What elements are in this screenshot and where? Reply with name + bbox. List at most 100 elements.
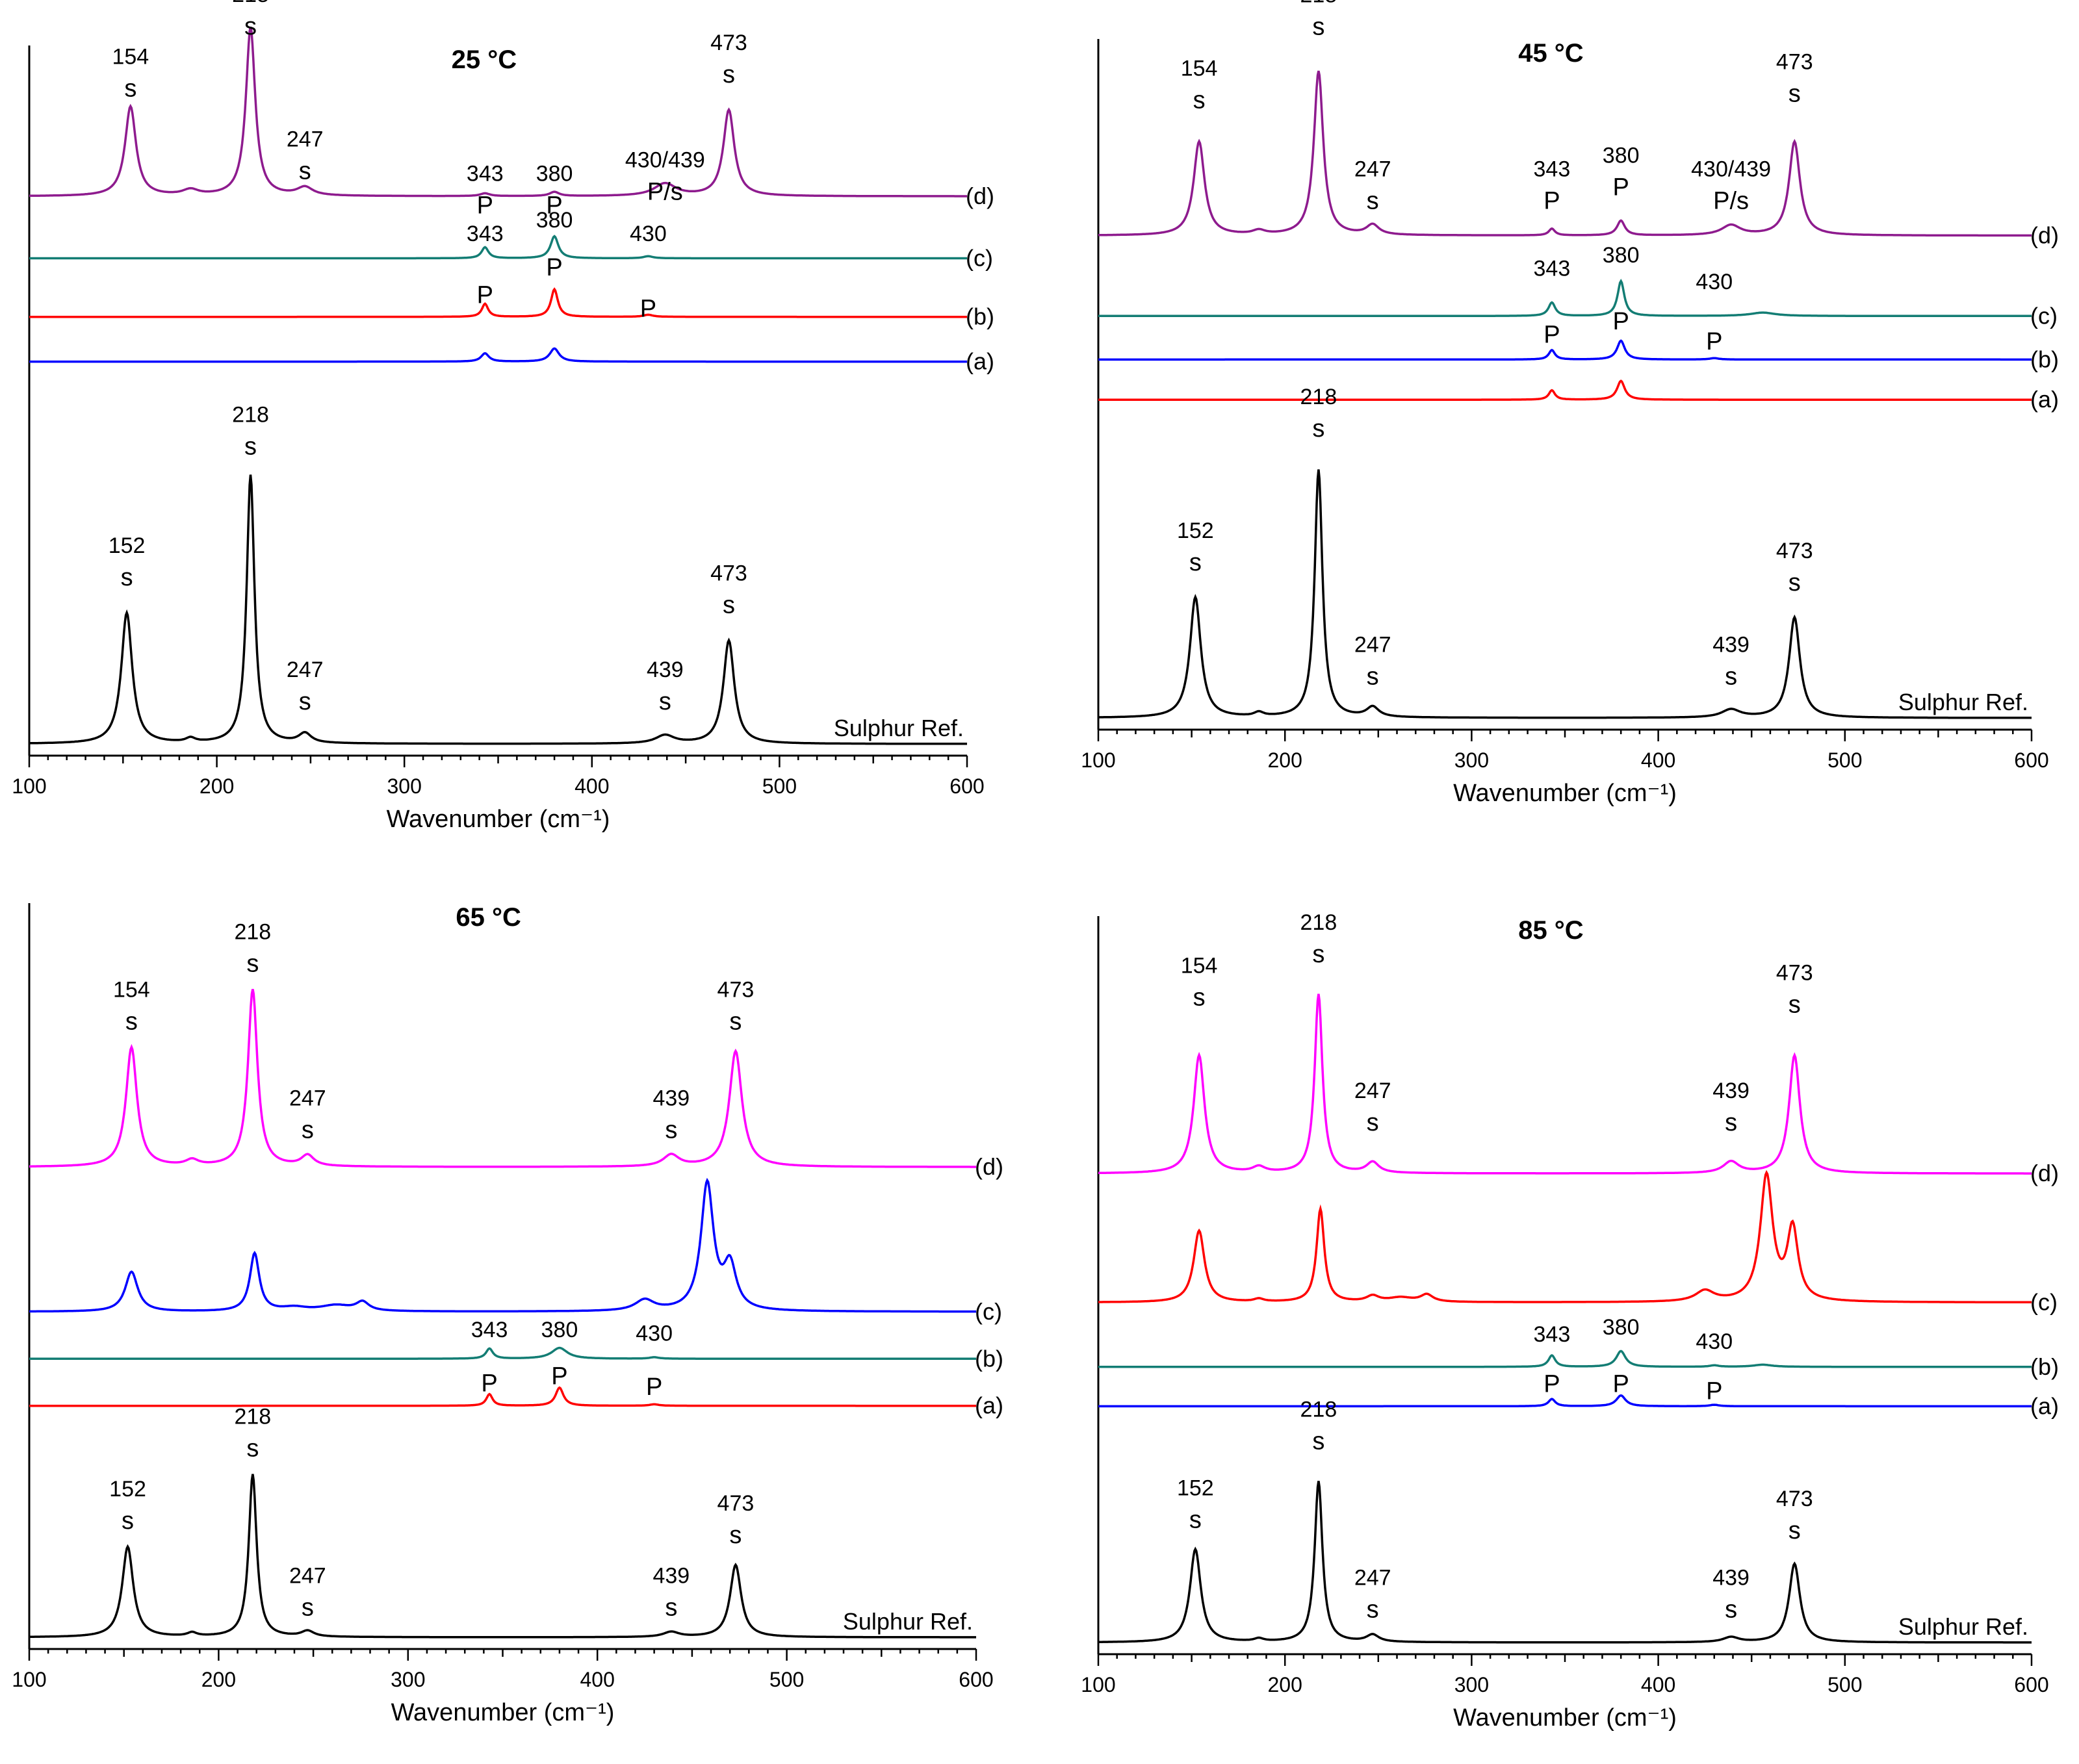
x-tick-label: 400 [580, 1668, 615, 1691]
spectrum-trace-b [1098, 339, 2032, 361]
peak-assignment: s [1189, 549, 1202, 576]
panel-title: 65 °C [456, 903, 521, 932]
peak-assignment: s [1725, 1596, 1737, 1623]
peak-wavenumber: 430/439 [625, 147, 705, 172]
x-tick-label: 600 [2014, 1673, 2048, 1696]
spectrum-trace-b [29, 287, 967, 318]
peak-wavenumber: 473 [1776, 539, 1813, 563]
peak-assignment: P [1612, 174, 1629, 201]
x-tick-label: 100 [1081, 1673, 1115, 1696]
peak-wavenumber: 218 [1300, 910, 1337, 935]
x-tick-label: 100 [12, 774, 46, 798]
panel-title: 85 °C [1518, 916, 1584, 945]
spectrum-trace-c [29, 1177, 976, 1313]
peak-wavenumber: 218 [234, 1405, 271, 1429]
peak-wavenumber: 343 [467, 222, 504, 246]
peak-assignment: P [1543, 1370, 1560, 1398]
peak-wavenumber: 218 [232, 403, 269, 428]
peak-assignment: P [640, 296, 656, 323]
peak-assignment: s [1367, 1109, 1379, 1136]
peak-wavenumber: 247 [287, 658, 324, 682]
peak-wavenumber: 430 [1696, 270, 1733, 294]
peak-wavenumber: 473 [1776, 960, 1813, 985]
trace-label: (d) [975, 1153, 1003, 1180]
peak-wavenumber: 430 [1696, 1329, 1733, 1354]
peak-assignment: s [244, 433, 257, 461]
peak-assignment: s [1193, 984, 1206, 1011]
peak-assignment: s [659, 688, 671, 715]
peak-assignment: s [302, 1594, 314, 1622]
peak-wavenumber: 343 [1534, 256, 1571, 281]
spectrum-trace-c [1098, 279, 2032, 318]
spectrum-trace-c [1098, 1170, 2032, 1304]
x-axis-title: Wavenumber (cm⁻¹) [387, 806, 610, 833]
x-tick-label: 300 [387, 774, 422, 798]
x-tick-label: 500 [769, 1668, 804, 1691]
x-tick-label: 200 [201, 1668, 236, 1691]
trace-label: (a) [2030, 386, 2059, 413]
trace-label: (c) [966, 245, 993, 272]
peak-wavenumber: 439 [1712, 1565, 1750, 1590]
x-tick-label: 600 [959, 1668, 993, 1691]
peak-assignment: P [1543, 187, 1560, 214]
peak-wavenumber: 473 [710, 561, 747, 586]
x-tick-label: 500 [1827, 748, 1862, 772]
spectrum-trace-d [29, 988, 976, 1168]
peak-assignment: s [665, 1117, 677, 1144]
peak-wavenumber: 154 [113, 978, 150, 1003]
peak-wavenumber: 218 [232, 0, 269, 7]
peak-assignment: P [1706, 328, 1722, 355]
peak-assignment: s [723, 592, 735, 619]
peak-assignment: s [1189, 1507, 1202, 1534]
trace-label: (a) [2030, 1392, 2059, 1419]
peak-wavenumber: 247 [287, 127, 324, 152]
x-tick-label: 500 [762, 774, 797, 798]
peak-assignment: s [1312, 415, 1324, 442]
spectrum-trace-sulphurref [29, 474, 967, 745]
peak-assignment: s [121, 564, 133, 591]
peak-wavenumber: 247 [1354, 632, 1391, 657]
peak-assignment: s [1193, 87, 1206, 114]
peak-assignment: P [646, 1374, 662, 1401]
peak-assignment: P [481, 1370, 497, 1397]
trace-label: (c) [975, 1298, 1002, 1325]
peak-wavenumber: 343 [471, 1318, 508, 1342]
peak-assignment: P [1706, 1377, 1722, 1405]
trace-label: (a) [966, 348, 994, 375]
peak-wavenumber: 152 [109, 533, 146, 558]
spectrum-trace-a [1098, 1394, 2032, 1408]
x-tick-label: 500 [1827, 1673, 1862, 1696]
trace-label: (a) [975, 1392, 1003, 1419]
peak-wavenumber: 430/439 [1691, 157, 1771, 181]
peak-wavenumber: 439 [1712, 1079, 1750, 1103]
peak-assignment: s [1312, 941, 1324, 968]
spectrum-trace-b [29, 1346, 976, 1361]
spectrum-trace-d [1098, 993, 2032, 1175]
peak-wavenumber: 380 [536, 208, 573, 233]
peak-assignment: s [302, 1117, 314, 1144]
peak-wavenumber: 154 [112, 44, 149, 69]
peak-assignment: P [1543, 322, 1560, 349]
peak-assignment: P/s [1713, 187, 1749, 214]
x-tick-label: 400 [1641, 1673, 1675, 1696]
x-tick-label: 200 [1268, 748, 1302, 772]
peak-assignment: s [1312, 13, 1324, 40]
peak-assignment: P [546, 254, 562, 281]
spectrum-trace-a [29, 1386, 976, 1407]
trace-label: (d) [966, 183, 994, 209]
peak-assignment: s [1788, 569, 1801, 596]
peak-wavenumber: 380 [536, 162, 573, 186]
panel-title: 25 °C [452, 45, 517, 74]
peak-assignment: s [1367, 1596, 1379, 1623]
peak-assignment: s [246, 951, 259, 978]
peak-wavenumber: 218 [1300, 1397, 1337, 1422]
peak-wavenumber: 343 [467, 162, 504, 186]
trace-label: (b) [2030, 1353, 2059, 1380]
peak-wavenumber: 380 [1603, 144, 1640, 168]
spectrum-trace-c [29, 235, 967, 260]
peak-wavenumber: 247 [289, 1086, 326, 1111]
peak-wavenumber: 439 [652, 1086, 690, 1111]
panel-p85: 100 200 300 400 500 600 Wavenumber (cm⁻¹) 85 °C… [1081, 910, 2059, 1732]
peak-wavenumber: 247 [1354, 157, 1391, 181]
x-tick-label: 100 [1081, 748, 1115, 772]
